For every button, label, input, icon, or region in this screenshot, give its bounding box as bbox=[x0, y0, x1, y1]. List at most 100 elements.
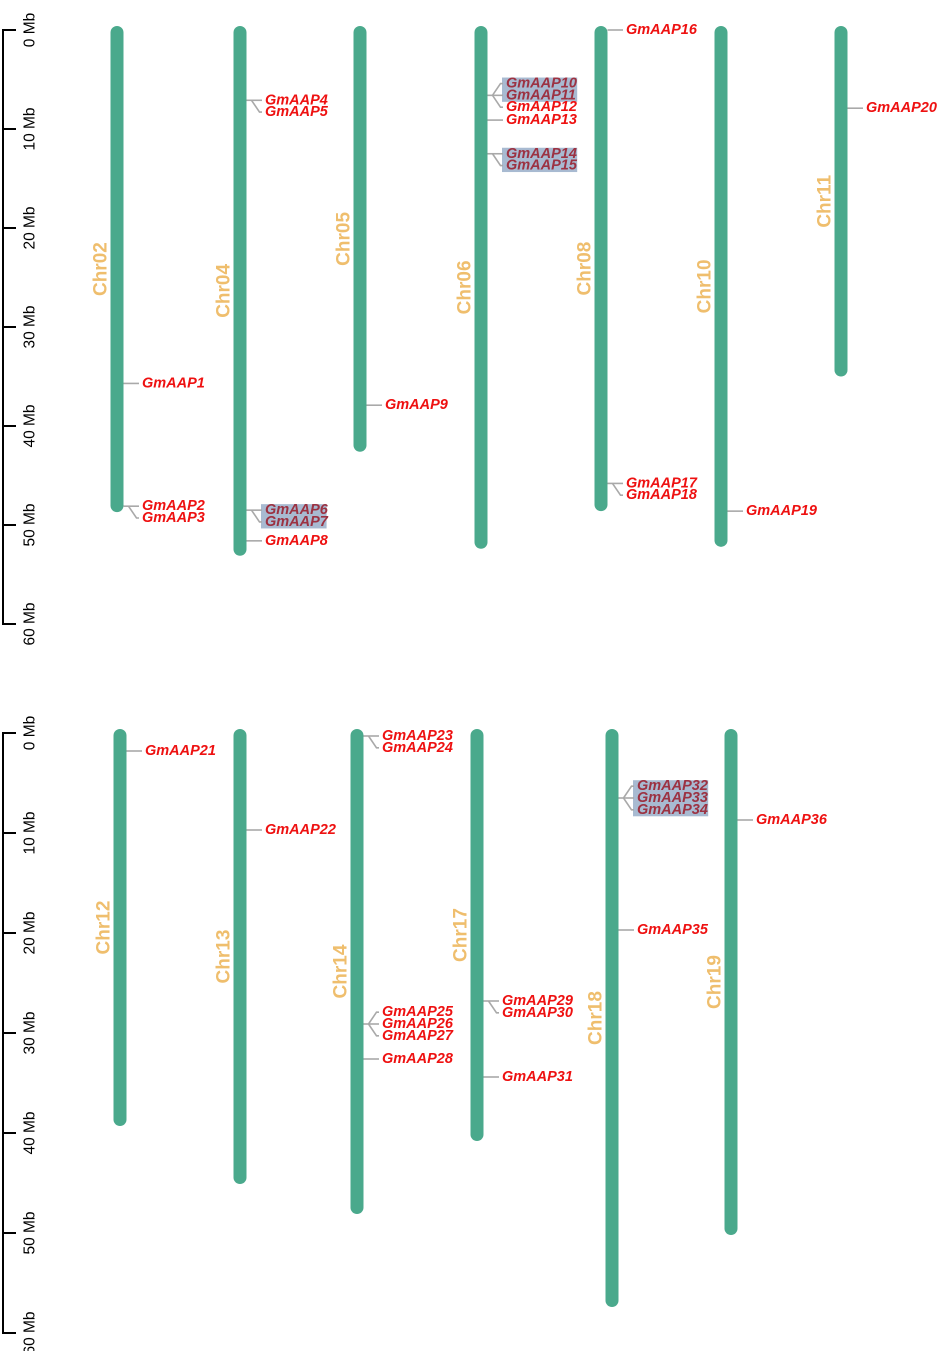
chromosome-label: Chr13 bbox=[214, 930, 235, 984]
scale-tick-label: 40 Mb bbox=[22, 404, 39, 447]
gene-label: GmAAP6 bbox=[265, 502, 329, 518]
gene-label: GmAAP25 bbox=[382, 1004, 454, 1020]
chromosome-label: Chr17 bbox=[451, 908, 472, 962]
panel-1: 0 Mb 10 Mb 20 Mb 30 Mb 40 Mb 50 Mb 60 Mb Chr02 G… bbox=[2, 13, 937, 646]
gene-label: GmAAP21 bbox=[145, 743, 216, 759]
gene-label: GmAAP31 bbox=[502, 1069, 573, 1085]
gene-connector bbox=[487, 1000, 499, 1014]
gene-label: GmAAP13 bbox=[506, 112, 577, 128]
gene-connector bbox=[491, 82, 503, 96]
gene-label: GmAAP20 bbox=[866, 100, 937, 116]
gene-label: GmAAP22 bbox=[265, 822, 336, 838]
chromosome-bar bbox=[233, 729, 247, 1184]
gene-label: GmAAP14 bbox=[506, 146, 577, 162]
scale-tick-label: 30 Mb bbox=[22, 1011, 39, 1054]
gene-label: GmAAP24 bbox=[382, 740, 453, 756]
gene-label: GmAAP32 bbox=[637, 778, 708, 794]
chromosome-bar bbox=[470, 729, 484, 1141]
chromosome-label: Chr05 bbox=[334, 212, 355, 266]
gene-label: GmAAP15 bbox=[506, 158, 578, 174]
gene-connector bbox=[622, 785, 634, 799]
gene-label: GmAAP29 bbox=[502, 993, 573, 1009]
chromosome-chr05: Chr05 GmAAP9 bbox=[334, 26, 448, 452]
chromosome-bar bbox=[110, 26, 124, 513]
scale-tick-label: 0 Mb bbox=[22, 716, 39, 750]
chromosome-bar bbox=[113, 729, 127, 1126]
scale-tick-label: 20 Mb bbox=[22, 911, 39, 954]
gene-label: GmAAP23 bbox=[382, 728, 453, 744]
chromosome-bar bbox=[714, 26, 728, 547]
chromosome-chr13: Chr13 GmAAP22 bbox=[214, 729, 336, 1184]
gene-connector bbox=[250, 509, 262, 523]
scale-tick-label: 20 Mb bbox=[22, 206, 39, 249]
gene-label: GmAAP35 bbox=[637, 922, 709, 938]
gene-label: GmAAP4 bbox=[265, 92, 328, 108]
scale-tick-label: 10 Mb bbox=[22, 107, 39, 150]
chromosome-chr19: Chr19 GmAAP36 bbox=[705, 729, 828, 1235]
chromosome-label: Chr06 bbox=[455, 260, 476, 314]
chromosome-chr10: Chr10 GmAAP19 bbox=[695, 26, 817, 547]
gene-label: GmAAP34 bbox=[637, 802, 708, 818]
gene-connector bbox=[622, 797, 634, 811]
gene-label: GmAAP3 bbox=[142, 510, 205, 526]
chromosome-label: Chr14 bbox=[331, 944, 352, 998]
gene-label: GmAAP18 bbox=[626, 487, 698, 503]
gene-label: GmAAP30 bbox=[502, 1005, 573, 1021]
chromosome-bar bbox=[605, 729, 619, 1307]
gene-connector bbox=[611, 482, 623, 497]
chromosome-label: Chr08 bbox=[575, 242, 596, 296]
scale-tick-label: 60 Mb bbox=[22, 602, 39, 645]
gene-connector bbox=[491, 153, 503, 167]
chromosome-bar bbox=[474, 26, 488, 549]
gene-label: GmAAP1 bbox=[142, 375, 205, 391]
gene-label: GmAAP28 bbox=[382, 1051, 454, 1067]
chromosome-bar bbox=[350, 729, 364, 1214]
gene-label: GmAAP36 bbox=[756, 812, 828, 828]
gene-highlight-box bbox=[633, 780, 709, 817]
scale-tick-label: 30 Mb bbox=[22, 305, 39, 348]
gene-label: GmAAP12 bbox=[506, 99, 577, 115]
scale-tick-label: 0 Mb bbox=[22, 13, 39, 47]
scale-tick-label: 10 Mb bbox=[22, 811, 39, 854]
gene-label: GmAAP9 bbox=[385, 397, 448, 413]
scale-tick-label: 40 Mb bbox=[22, 1111, 39, 1154]
chromosome-bar bbox=[594, 26, 608, 512]
gene-highlight-box bbox=[502, 147, 578, 173]
scale-tick-label: 60 Mb bbox=[22, 1311, 39, 1351]
chromosome-bar bbox=[834, 26, 848, 377]
chromosome-label: Chr12 bbox=[94, 901, 115, 955]
chromosome-label: Chr02 bbox=[91, 242, 112, 296]
gene-label: GmAAP33 bbox=[637, 790, 708, 806]
gene-label: GmAAP5 bbox=[265, 104, 329, 120]
gene-label: GmAAP26 bbox=[382, 1016, 454, 1032]
chromosome-chr11: Chr11 GmAAP20 bbox=[815, 26, 937, 377]
gene-connector bbox=[127, 505, 139, 519]
gene-connector bbox=[367, 1011, 379, 1025]
chromosome-label: Chr19 bbox=[705, 955, 726, 1009]
gene-label: GmAAP7 bbox=[265, 514, 329, 530]
gene-label: GmAAP17 bbox=[626, 475, 698, 491]
chromosome-bar bbox=[724, 729, 738, 1235]
panel-2: 0 Mb 10 Mb 20 Mb 30 Mb 40 Mb 50 Mb 60 Mb Chr12 G… bbox=[2, 716, 828, 1351]
gene-connector bbox=[491, 94, 503, 108]
chromosome-label: Chr11 bbox=[815, 174, 836, 227]
gene-label: GmAAP11 bbox=[506, 87, 576, 103]
chromosome-bar bbox=[233, 26, 247, 556]
chromosome-bar bbox=[353, 26, 367, 452]
gene-connector bbox=[250, 99, 262, 113]
gene-connector bbox=[367, 735, 379, 749]
gene-connector bbox=[367, 1023, 379, 1037]
gene-label: GmAAP10 bbox=[506, 76, 577, 92]
gene-label: GmAAP8 bbox=[265, 533, 329, 549]
scale-tick-label: 50 Mb bbox=[22, 503, 39, 546]
gene-label: GmAAP2 bbox=[142, 498, 205, 514]
chromosome-label: Chr18 bbox=[586, 991, 607, 1045]
